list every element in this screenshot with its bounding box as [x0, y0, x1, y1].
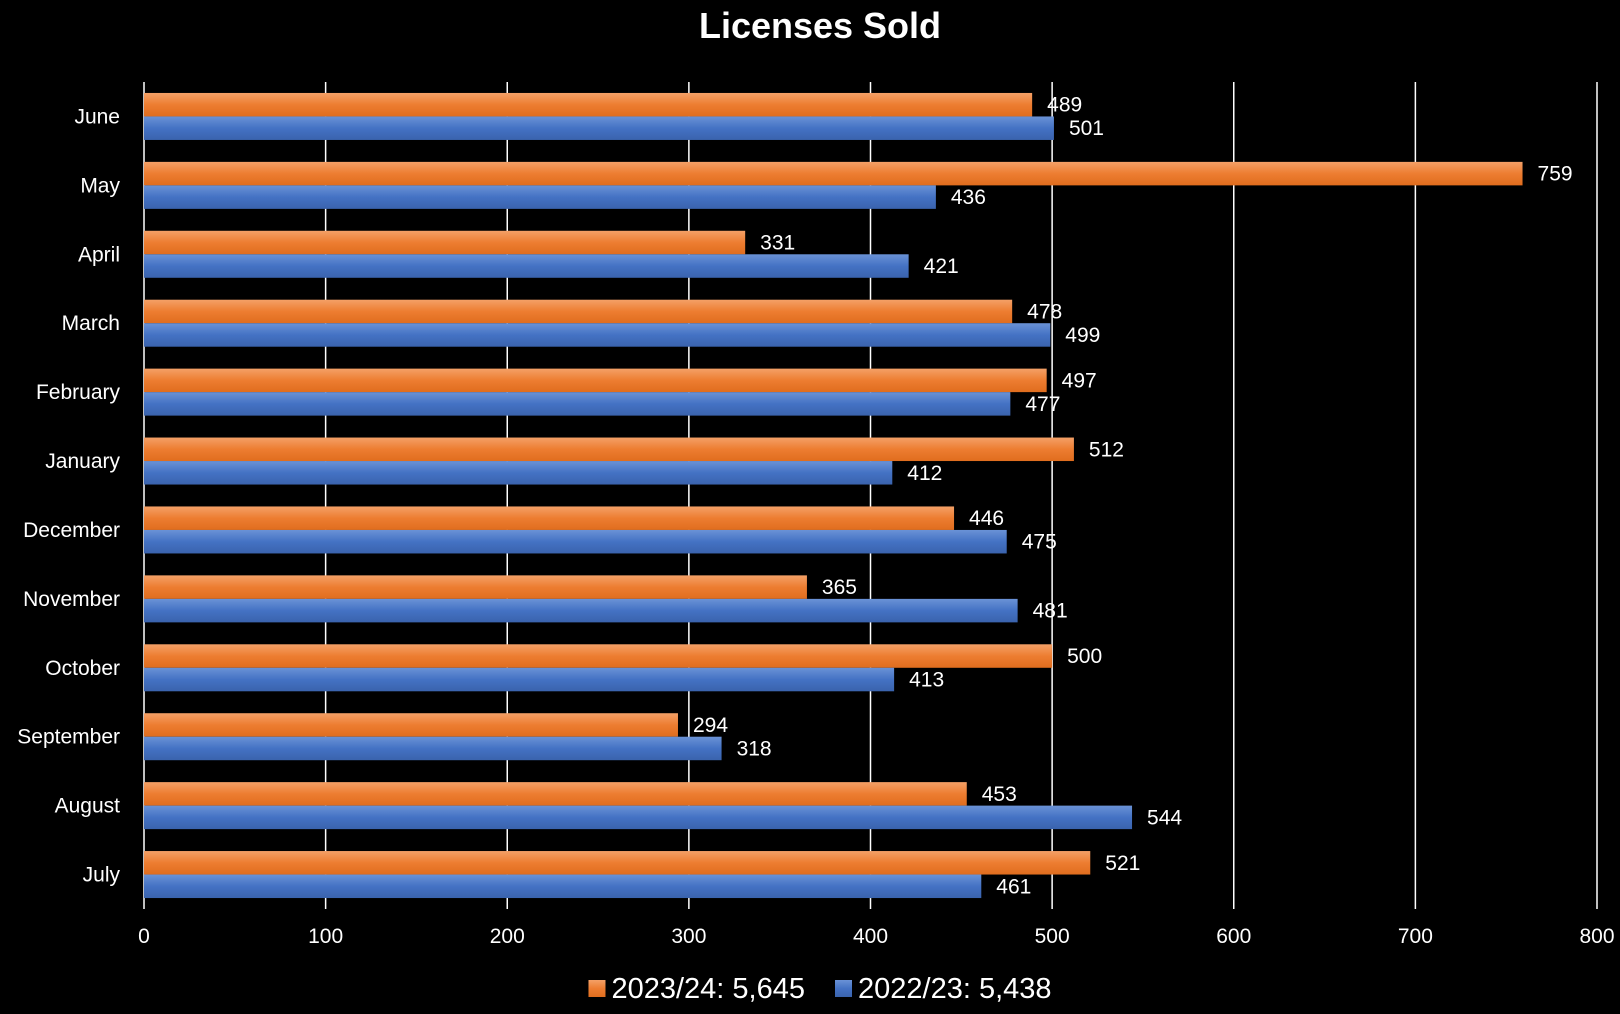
data-label: 318 [737, 737, 772, 760]
data-label: 477 [1025, 393, 1060, 416]
data-label: 512 [1089, 438, 1124, 461]
bar-series-2 [144, 874, 982, 899]
category-label: December [23, 519, 120, 542]
gridlines [143, 82, 1598, 909]
data-label: 475 [1022, 531, 1057, 554]
bar-series-2 [144, 736, 722, 761]
legend-label: 2022/23: 5,438 [858, 973, 1052, 1005]
bar-series-1 [144, 575, 807, 599]
bars [144, 92, 1523, 899]
bar-series-1 [144, 506, 955, 530]
data-label: 500 [1067, 645, 1102, 668]
bar-series-1 [144, 161, 1523, 186]
data-label: 501 [1069, 117, 1104, 140]
data-label: 413 [909, 669, 944, 692]
category-label: November [23, 588, 120, 611]
bar-series-1 [144, 713, 678, 737]
data-label: 544 [1147, 806, 1182, 829]
data-label: 481 [1033, 600, 1068, 623]
data-label: 453 [982, 783, 1017, 806]
data-label: 478 [1027, 300, 1062, 323]
bar-series-1 [144, 230, 746, 255]
chart-title: Licenses Sold [699, 5, 941, 46]
category-label: May [80, 174, 120, 197]
bar-series-1 [144, 299, 1013, 324]
bar-series-1 [144, 851, 1091, 875]
category-label: April [78, 243, 120, 266]
bar-series-2 [144, 323, 1051, 347]
data-label: 489 [1047, 94, 1082, 117]
bar-series-2 [144, 598, 1018, 623]
legend-label: 2023/24: 5,645 [611, 973, 805, 1005]
data-label: 294 [693, 714, 728, 737]
data-label: 521 [1105, 852, 1140, 875]
data-label: 461 [996, 875, 1031, 898]
x-tick-label: 700 [1398, 925, 1433, 948]
bar-series-2 [144, 667, 895, 692]
legend-swatch [588, 980, 606, 997]
data-label: 331 [760, 232, 795, 255]
bar-series-1 [144, 368, 1047, 393]
category-label: June [74, 105, 120, 128]
x-tick-label: 400 [853, 925, 888, 948]
legend: 2023/24: 5,645 2022/23: 5,438 [588, 973, 1052, 1005]
bar-series-2 [144, 185, 936, 209]
data-label: 436 [951, 186, 986, 209]
data-label: 365 [822, 576, 857, 599]
bar-series-2 [144, 392, 1011, 416]
category-axis: July August September October November Decemb… [17, 105, 120, 886]
x-tick-label: 0 [138, 925, 150, 948]
x-tick-label: 500 [1035, 925, 1070, 948]
legend-swatch [835, 980, 852, 997]
data-label: 421 [924, 255, 959, 278]
data-labels: 521 461 453 544 294 318 500 413 365 481 446 475 512 4… [693, 94, 1573, 899]
category-label: January [45, 450, 120, 473]
x-tick-label: 600 [1216, 925, 1251, 948]
bar-series-2 [144, 254, 909, 278]
category-label: July [83, 864, 121, 887]
category-label: February [36, 381, 121, 404]
bar-series-2 [144, 461, 893, 485]
x-tick-label: 300 [671, 925, 706, 948]
category-label: September [17, 726, 120, 749]
data-label: 497 [1062, 369, 1097, 392]
bar-series-1 [144, 782, 967, 806]
data-label: 759 [1538, 163, 1573, 186]
bar-series-1 [144, 437, 1074, 462]
bar-series-1 [144, 92, 1033, 117]
data-label: 499 [1065, 324, 1100, 347]
data-label: 412 [907, 462, 942, 485]
value-axis: 0 100 200 300 400 500 600 700 800 [138, 925, 1614, 948]
category-label: March [62, 312, 120, 335]
category-label: October [45, 657, 120, 680]
x-tick-label: 200 [490, 925, 525, 948]
data-label: 446 [969, 507, 1004, 530]
bar-series-2 [144, 805, 1133, 830]
x-tick-label: 800 [1579, 925, 1614, 948]
x-tick-label: 100 [308, 925, 343, 948]
bar-series-2 [144, 116, 1054, 140]
bar-series-2 [144, 529, 1007, 554]
bar-series-1 [144, 644, 1053, 668]
category-label: August [55, 795, 121, 818]
